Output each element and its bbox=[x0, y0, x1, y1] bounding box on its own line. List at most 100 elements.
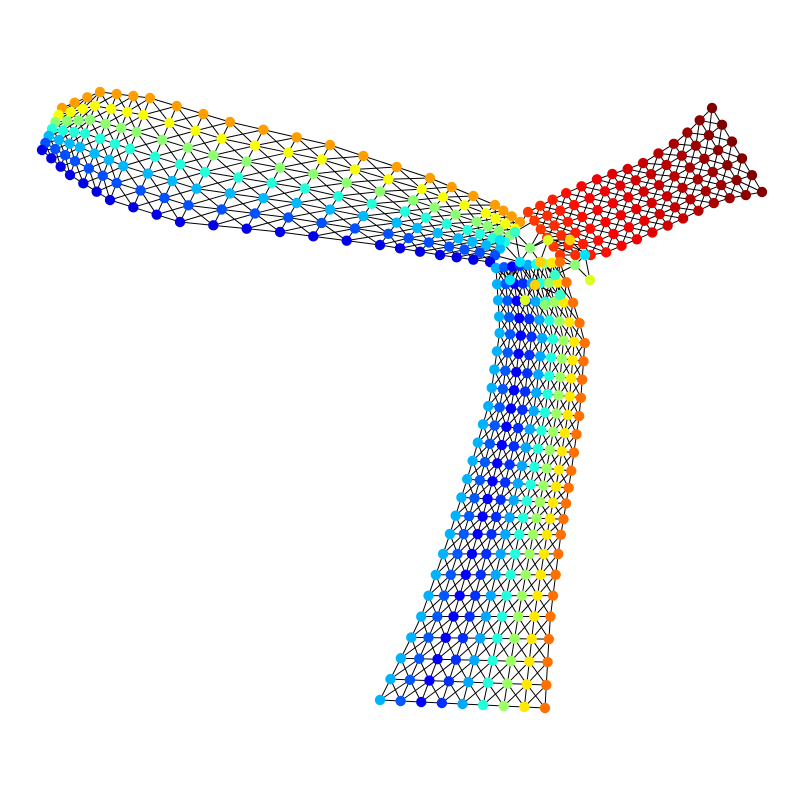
graph-node bbox=[68, 126, 80, 138]
graph-node bbox=[521, 495, 533, 507]
graph-node bbox=[554, 316, 565, 327]
graph-node bbox=[138, 109, 149, 121]
graph-node bbox=[489, 364, 500, 375]
graph-node bbox=[550, 569, 561, 580]
graph-node bbox=[489, 420, 500, 431]
graph-node bbox=[722, 159, 733, 171]
graph-node bbox=[451, 252, 462, 263]
graph-node bbox=[547, 590, 559, 601]
graph-node bbox=[579, 249, 591, 261]
graph-edge bbox=[346, 178, 389, 184]
graph-node bbox=[412, 222, 423, 234]
graph-node bbox=[463, 510, 475, 522]
graph-node bbox=[469, 654, 480, 666]
graph-edge bbox=[279, 231, 314, 237]
graph-node bbox=[333, 190, 344, 202]
graph-node bbox=[547, 194, 558, 205]
graph-node bbox=[564, 317, 575, 328]
graph-node bbox=[615, 210, 627, 221]
graph-edge bbox=[400, 637, 429, 659]
graph-node bbox=[164, 117, 175, 129]
graph-node bbox=[578, 356, 589, 367]
graph-node bbox=[174, 216, 186, 228]
graph-node bbox=[490, 213, 501, 224]
graph-edge bbox=[409, 658, 438, 681]
graph-node bbox=[341, 177, 352, 188]
graph-node bbox=[73, 115, 84, 126]
graph-node bbox=[500, 477, 511, 488]
graph-node bbox=[482, 221, 493, 232]
graph-node bbox=[607, 168, 618, 180]
graph-node bbox=[538, 548, 550, 560]
graph-edge bbox=[304, 188, 331, 210]
graph-node bbox=[519, 386, 531, 397]
graph-edge bbox=[288, 152, 322, 160]
graph-node bbox=[84, 114, 96, 125]
graph-node bbox=[424, 675, 435, 686]
graph-node bbox=[484, 438, 496, 450]
graph-node bbox=[494, 234, 506, 246]
graph-node bbox=[174, 159, 186, 170]
graph-edge bbox=[371, 203, 397, 224]
graph-node bbox=[661, 159, 672, 171]
graph-node bbox=[481, 548, 492, 560]
graph-node bbox=[274, 162, 286, 173]
graph-node bbox=[553, 390, 564, 401]
graph-node bbox=[436, 697, 448, 709]
graph-edge bbox=[321, 159, 348, 184]
graph-node bbox=[395, 653, 407, 664]
graph-node bbox=[500, 218, 511, 229]
graph-node bbox=[592, 204, 603, 216]
graph-node bbox=[490, 262, 502, 274]
graph-node bbox=[53, 134, 65, 145]
graph-edge bbox=[362, 155, 389, 180]
graph-edge bbox=[346, 182, 372, 205]
graph-edge bbox=[296, 202, 322, 224]
graph-node bbox=[395, 695, 406, 707]
graph-node bbox=[495, 494, 506, 505]
graph-node bbox=[524, 313, 535, 325]
graph-node bbox=[567, 354, 578, 366]
graph-node bbox=[151, 209, 162, 220]
graph-node bbox=[508, 441, 520, 452]
graph-node bbox=[358, 210, 369, 222]
graph-edge bbox=[246, 152, 289, 163]
graph-node bbox=[547, 497, 559, 508]
graph-edge bbox=[338, 191, 381, 197]
graph-edge bbox=[221, 129, 264, 140]
graph-node bbox=[258, 124, 269, 135]
graph-node bbox=[531, 513, 542, 524]
graph-node bbox=[653, 148, 664, 159]
graph-node bbox=[539, 702, 551, 714]
graph-node bbox=[83, 163, 95, 174]
graph-node bbox=[520, 442, 532, 453]
graph-node bbox=[94, 133, 106, 144]
graph-node bbox=[622, 163, 633, 175]
graph-edge bbox=[271, 182, 306, 189]
graph-edge bbox=[140, 180, 173, 191]
graph-node bbox=[437, 192, 449, 203]
graph-node bbox=[562, 409, 573, 421]
graph-node bbox=[486, 382, 497, 394]
graph-node bbox=[423, 632, 434, 643]
graph-node bbox=[467, 236, 478, 247]
graph-node bbox=[477, 419, 489, 430]
graph-node bbox=[490, 511, 502, 523]
graph-node bbox=[438, 590, 450, 601]
graph-node bbox=[668, 138, 680, 150]
graph-edge bbox=[396, 166, 431, 179]
graph-node bbox=[491, 346, 503, 357]
graph-node bbox=[669, 171, 680, 182]
graph-edge bbox=[129, 139, 163, 150]
graph-node bbox=[527, 529, 539, 540]
graph-node bbox=[522, 206, 534, 218]
graph-node bbox=[623, 222, 635, 233]
graph-node bbox=[480, 240, 492, 251]
graph-node bbox=[545, 352, 557, 363]
graph-node bbox=[513, 348, 524, 360]
graph-node bbox=[118, 160, 129, 172]
graph-node bbox=[459, 244, 470, 255]
graph-node bbox=[341, 235, 352, 246]
graph-node bbox=[89, 100, 101, 112]
graph-node bbox=[726, 136, 738, 147]
